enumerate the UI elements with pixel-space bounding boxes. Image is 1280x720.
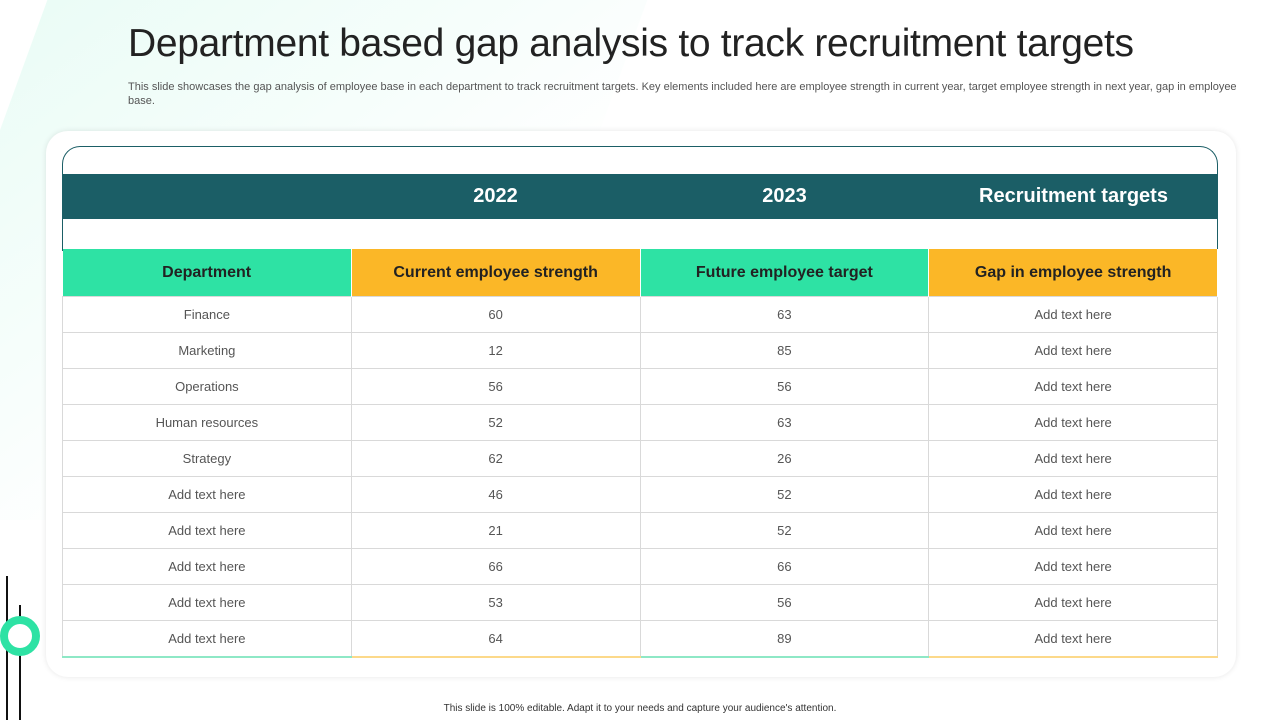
department-cell: Add text here (62, 548, 352, 585)
future-target-cell: 85 (639, 332, 930, 369)
current-strength-cell: 64 (350, 620, 641, 658)
future-target-cell: 63 (639, 296, 930, 333)
gap-cell: Add text here (928, 440, 1218, 477)
year-band-blank (62, 174, 351, 219)
gap-cell: Add text here (928, 584, 1218, 621)
header-future-target: Future employee target (640, 249, 930, 297)
gap-cell: Add text here (928, 368, 1218, 405)
current-strength-cell: 52 (350, 404, 641, 441)
future-target-cell: 89 (639, 620, 930, 658)
year-2023-label: 2023 (762, 185, 807, 207)
future-target-cell: 26 (639, 440, 930, 477)
header-gap: Gap in employee strength (928, 249, 1218, 297)
gap-cell: Add text here (928, 404, 1218, 441)
current-strength-cell: 66 (350, 548, 641, 585)
recruitment-targets-label: Recruitment targets (979, 185, 1168, 207)
table-row: Marketing 12 85 Add text here (62, 332, 1218, 369)
table-row: Human resources 52 63 Add text here (62, 404, 1218, 441)
future-target-cell: 56 (639, 584, 930, 621)
gap-cell: Add text here (928, 548, 1218, 585)
decorative-line (19, 605, 21, 720)
current-strength-cell: 62 (350, 440, 641, 477)
department-cell: Human resources (62, 404, 352, 441)
table-row: Strategy 62 26 Add text here (62, 440, 1218, 477)
table-row: Finance 60 63 Add text here (62, 296, 1218, 333)
current-strength-cell: 56 (350, 368, 641, 405)
department-cell: Add text here (62, 584, 352, 621)
header-department: Department (62, 249, 352, 297)
decorative-ring (0, 616, 40, 656)
slide-title: Department based gap analysis to track r… (128, 22, 1134, 65)
table-row: Operations 56 56 Add text here (62, 368, 1218, 405)
table-row: Add text here 53 56 Add text here (62, 584, 1218, 621)
table-row: Add text here 46 52 Add text here (62, 476, 1218, 513)
gap-cell: Add text here (928, 476, 1218, 513)
department-cell: Add text here (62, 476, 352, 513)
table-row: Add text here 64 89 Add text here (62, 620, 1218, 658)
gap-cell: Add text here (928, 512, 1218, 549)
gap-cell: Add text here (928, 332, 1218, 369)
table-row: Add text here 21 52 Add text here (62, 512, 1218, 549)
current-strength-cell: 60 (350, 296, 641, 333)
current-strength-cell: 21 (350, 512, 641, 549)
future-target-cell: 56 (639, 368, 930, 405)
future-target-cell: 63 (639, 404, 930, 441)
current-strength-cell: 46 (350, 476, 641, 513)
department-cell: Strategy (62, 440, 352, 477)
department-cell: Finance (62, 296, 352, 333)
gap-cell: Add text here (928, 620, 1218, 658)
table-row: Add text here 66 66 Add text here (62, 548, 1218, 585)
year-2022-label: 2022 (473, 185, 518, 207)
current-strength-cell: 53 (350, 584, 641, 621)
department-cell: Marketing (62, 332, 352, 369)
department-cell: Add text here (62, 512, 352, 549)
future-target-cell: 66 (639, 548, 930, 585)
department-cell: Operations (62, 368, 352, 405)
table-header-row: Department Current employee strength Fut… (62, 249, 1218, 297)
future-target-cell: 52 (639, 512, 930, 549)
future-target-cell: 52 (639, 476, 930, 513)
department-cell: Add text here (62, 620, 352, 658)
slide-subtitle: This slide showcases the gap analysis of… (128, 81, 1237, 107)
gap-analysis-table: Department Current employee strength Fut… (62, 249, 1218, 658)
header-current-strength: Current employee strength (351, 249, 641, 297)
gap-cell: Add text here (928, 296, 1218, 333)
current-strength-cell: 12 (350, 332, 641, 369)
year-header-band: 2022 2023 Recruitment targets (62, 174, 1218, 219)
footer-note: This slide is 100% editable. Adapt it to… (443, 703, 837, 714)
